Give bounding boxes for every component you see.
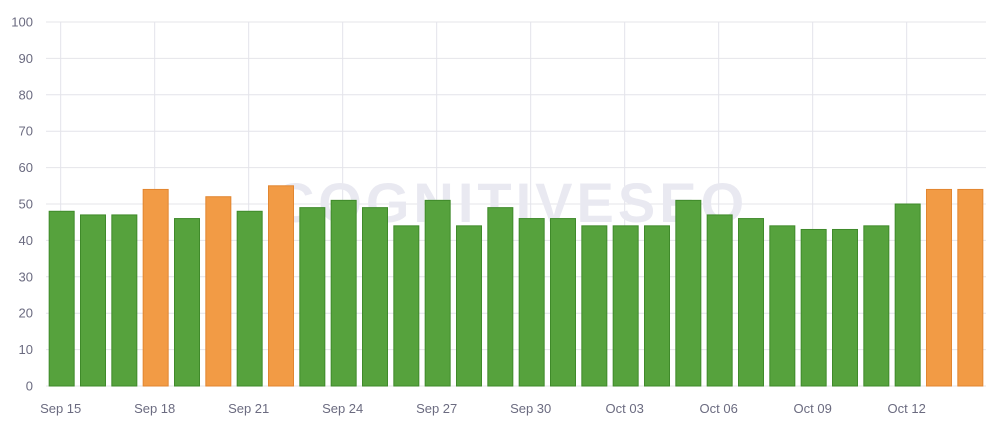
x-tick-label: Sep 27: [416, 401, 457, 416]
bar-oct-13: [926, 188, 952, 387]
y-tick-label: 80: [19, 87, 33, 102]
bar-oct-08: [769, 225, 796, 387]
y-tick-label: 100: [11, 15, 33, 30]
y-tick-label: 10: [19, 342, 33, 357]
y-tick-label: 0: [26, 379, 33, 394]
y-tick-label: 70: [19, 124, 33, 139]
bar-oct-04: [644, 225, 670, 387]
x-tick-label: Sep 15: [40, 401, 81, 416]
bar-oct-05: [675, 199, 702, 387]
bar-sep-23: [299, 207, 326, 387]
bar-oct-10: [832, 228, 858, 387]
y-tick-label: 90: [19, 51, 33, 66]
y-tick-label: 60: [19, 160, 33, 175]
x-tick-label: Sep 21: [228, 401, 269, 416]
x-tick-label: Oct 12: [888, 401, 926, 416]
bar-sep-28: [456, 225, 482, 387]
x-axis: Sep 15 Sep 18 Sep 21 Sep 24 Sep 27 Sep 30 Oct …: [40, 401, 926, 416]
bar-sep-15: [48, 210, 75, 387]
x-tick-label: Oct 09: [794, 401, 832, 416]
x-tick-label: Sep 30: [510, 401, 551, 416]
bar-sep-27: [424, 199, 451, 387]
bar-sep-24: [330, 199, 357, 387]
bar-oct-14: [957, 188, 984, 387]
x-tick-label: Sep 18: [134, 401, 175, 416]
y-tick-label: 40: [19, 233, 33, 248]
bar-oct-12: [894, 203, 921, 387]
bar-sep-18: [142, 188, 169, 387]
bar-oct-06: [706, 214, 733, 387]
y-axis: 0 10 20 30 40 50 60 70 80 90 100: [11, 15, 33, 394]
y-tick-label: 20: [19, 306, 33, 321]
bar-oct-11: [863, 225, 890, 387]
bar-oct-03: [612, 225, 639, 387]
bar-sep-22: [268, 185, 294, 387]
bar-oct-09: [800, 228, 827, 387]
y-tick-label: 30: [19, 269, 33, 284]
bar-sep-19: [174, 218, 200, 387]
bar-sep-25: [362, 207, 388, 387]
x-tick-label: Oct 06: [700, 401, 738, 416]
bar-sep-20: [205, 196, 232, 387]
y-tick-label: 50: [19, 197, 33, 212]
bar-sep-17: [111, 214, 138, 387]
x-tick-label: Sep 24: [322, 401, 363, 416]
bar-sep-30: [518, 218, 545, 387]
bar-sep-21: [236, 210, 263, 387]
bars: [48, 185, 984, 387]
bar-sep-29: [487, 207, 514, 387]
bar-oct-01: [550, 218, 576, 387]
bar-oct-07: [738, 218, 764, 387]
bar-oct-02: [581, 225, 608, 387]
bar-sep-16: [80, 214, 106, 387]
x-tick-label: Oct 03: [606, 401, 644, 416]
bar-sep-26: [393, 225, 420, 387]
